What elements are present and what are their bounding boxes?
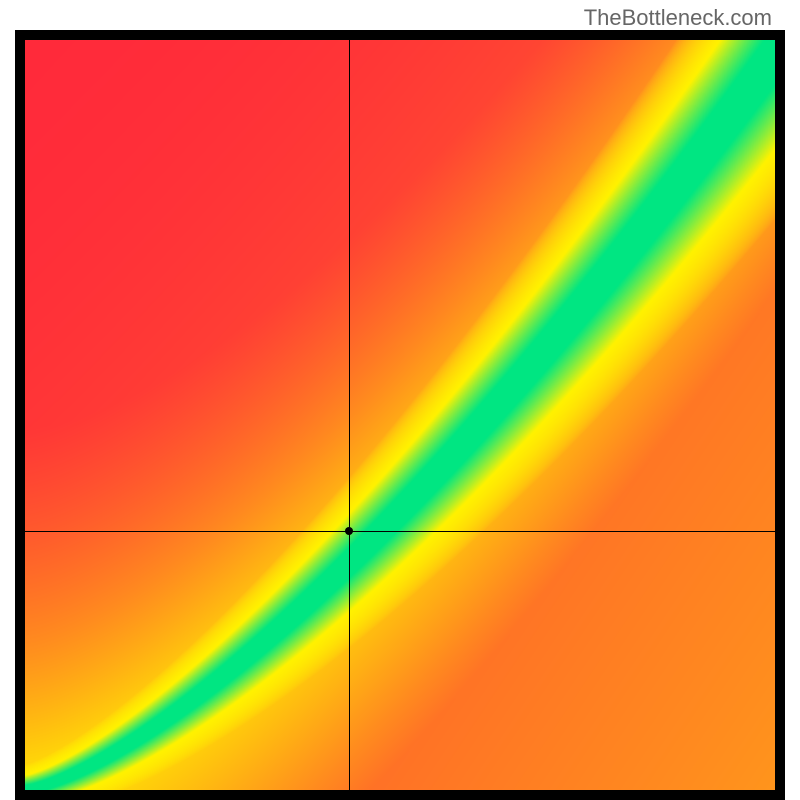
root-container: TheBottleneck.com (0, 0, 800, 800)
chart-area (25, 40, 775, 790)
crosshair-horizontal (25, 531, 775, 532)
crosshair-vertical (349, 40, 350, 790)
heatmap-canvas (25, 40, 775, 790)
marker-dot (345, 527, 353, 535)
watermark-text: TheBottleneck.com (584, 5, 772, 31)
chart-outer-frame (15, 30, 785, 800)
